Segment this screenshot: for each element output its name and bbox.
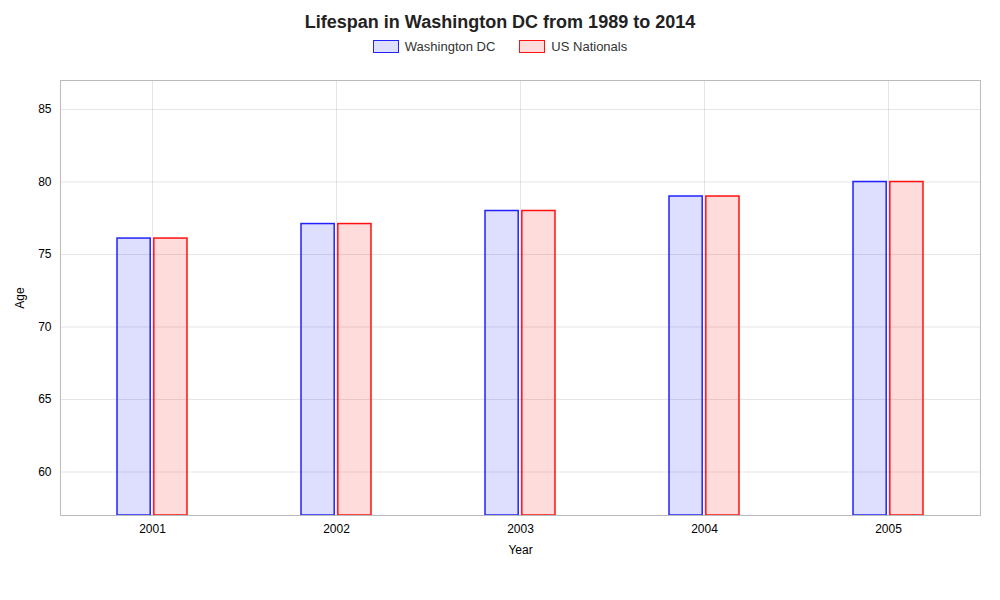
svg-text:2005: 2005 bbox=[875, 522, 902, 536]
html-text:Washington DC: Washington DC bbox=[404, 39, 496, 54]
svg-text:2004: 2004 bbox=[691, 522, 718, 536]
svg-text:70: 70 bbox=[38, 320, 52, 334]
svg-text:2003: 2003 bbox=[507, 522, 534, 536]
svg-text:Age: Age bbox=[13, 287, 27, 309]
svg-text:75: 75 bbox=[38, 247, 52, 261]
svg-text:65: 65 bbox=[38, 392, 52, 406]
svg-text:2002: 2002 bbox=[323, 522, 350, 536]
svg-text:80: 80 bbox=[38, 175, 52, 189]
html-text:US Nationals: US Nationals bbox=[551, 39, 628, 54]
html-text:Lifespan in Washington DC from: Lifespan in Washington DC from 1989 to 2… bbox=[304, 12, 696, 32]
svg-text:Year: Year bbox=[508, 543, 532, 557]
svg-text:60: 60 bbox=[38, 465, 52, 479]
svg-text:2001: 2001 bbox=[139, 522, 166, 536]
svg-text:85: 85 bbox=[38, 102, 52, 116]
